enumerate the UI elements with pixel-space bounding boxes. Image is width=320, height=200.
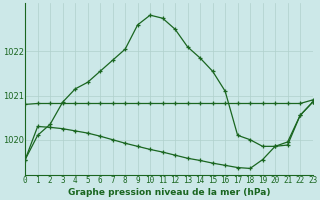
X-axis label: Graphe pression niveau de la mer (hPa): Graphe pression niveau de la mer (hPa) [68, 188, 270, 197]
